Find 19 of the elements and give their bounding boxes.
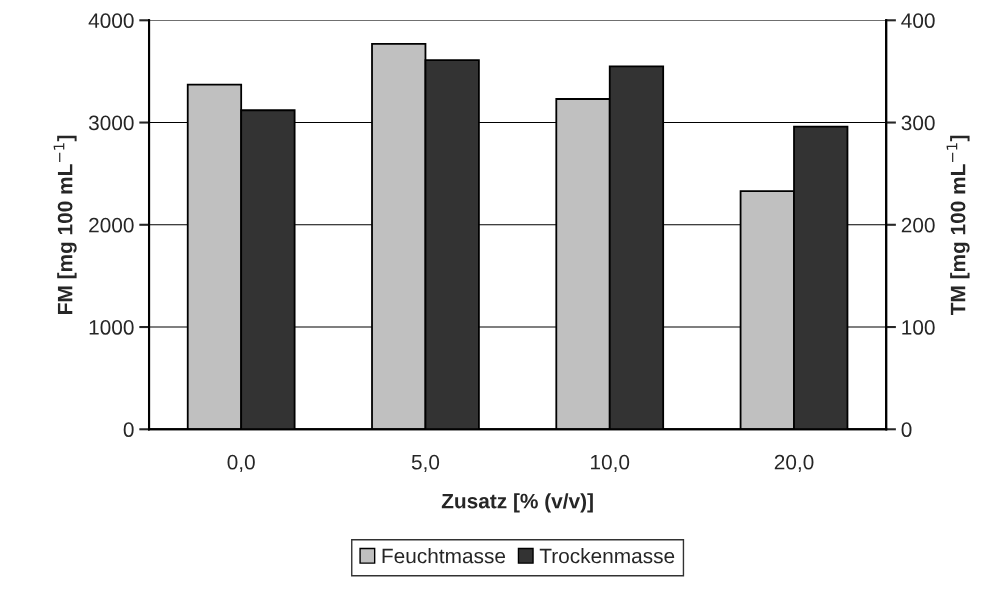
y2-tick-label: 100 [902, 320, 935, 335]
y2-tick-label: 400 [901, 13, 935, 29]
x-tick-label: 20,0 [774, 454, 814, 473]
y2-tick-label: 300 [901, 115, 935, 131]
x-tick-label: 10,0 [591, 454, 630, 473]
y2-tick-label: 0 [901, 422, 912, 438]
y-tick-label: 1000 [89, 320, 134, 335]
x-axis-title: Zusatz [% (v/v)] [441, 493, 593, 513]
y2-tick-label: 200 [901, 217, 935, 233]
legend-label: Trockenmasse [539, 548, 675, 564]
y-tick-label: 0 [123, 422, 134, 438]
y-tick-label: 4000 [88, 13, 134, 29]
y-axis-title: FM [mg 100 mL$^{−1}$] [53, 135, 77, 314]
legend-label: Feuchtmasse [382, 548, 506, 564]
y-tick-label: 3000 [88, 115, 134, 131]
y-tick-label: 2000 [89, 217, 134, 233]
x-tick-label: 0,0 [227, 454, 255, 473]
x-tick-label: 5,0 [411, 454, 440, 473]
y2-axis-title: TM [mg 100 mL$^{−1}$] [946, 135, 970, 316]
